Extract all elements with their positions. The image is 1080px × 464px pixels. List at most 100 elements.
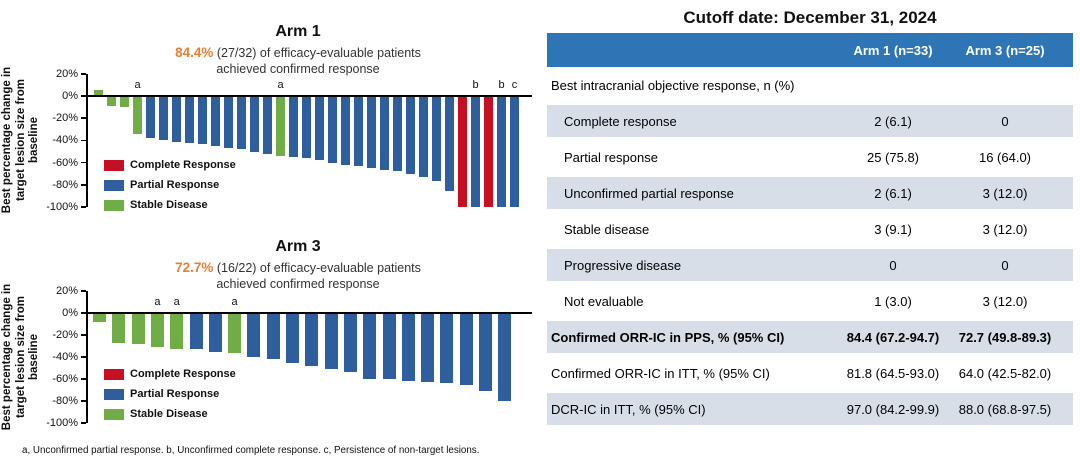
response-rate-highlight: 84.4% xyxy=(175,45,214,60)
waterfall-bar xyxy=(315,96,324,161)
waterfall-bar xyxy=(363,313,377,379)
waterfall-bar xyxy=(354,96,363,166)
waterfall-bar xyxy=(107,96,116,106)
bar-annotation-a: a xyxy=(277,79,284,91)
bar-annotation-a: a xyxy=(154,296,161,308)
waterfall-bar xyxy=(479,313,492,392)
waterfall-bar xyxy=(328,96,337,163)
waterfall-bar xyxy=(459,313,473,385)
waterfall-bar xyxy=(497,96,506,207)
row-label: Confirmed ORR-IC in ITT, % (95% CI) xyxy=(551,365,770,381)
waterfall-bar xyxy=(112,313,126,343)
y-tick-label: -20% xyxy=(52,329,78,341)
y-tick-label: 0% xyxy=(62,307,78,319)
y-tick-mark xyxy=(81,206,86,208)
y-tick-mark xyxy=(81,117,86,119)
table-row: Stable disease 3 (9.1) 3 (12.0) xyxy=(547,211,1073,247)
waterfall-bar xyxy=(343,313,357,373)
waterfall-bar xyxy=(458,96,467,207)
waterfall-bar xyxy=(93,313,106,322)
row-label: Partial response xyxy=(564,149,658,165)
y-tick-label: -80% xyxy=(52,395,78,407)
footnote: a, Unconfirmed partial response. b, Unco… xyxy=(22,445,480,456)
y-tick-label: -80% xyxy=(52,178,78,191)
row-value-arm1: 84.4 (67.2-94.7) xyxy=(846,329,940,345)
row-value-arm3: 0 xyxy=(1001,257,1009,273)
results-table: Arm 1 (n=33) Arm 3 (n=25) Best intracrania… xyxy=(547,33,1073,427)
legend-swatch-pr xyxy=(104,389,124,400)
row-value-arm1: 0 xyxy=(889,257,897,273)
waterfall-bar xyxy=(266,313,280,360)
table-row: Best intracranial objective response, n … xyxy=(547,67,1073,103)
waterfall-bar xyxy=(498,313,512,401)
row-label: Stable disease xyxy=(564,221,650,237)
y-tick-label: -100% xyxy=(46,417,78,429)
y-tick-mark xyxy=(81,95,86,97)
table-row: Unconfirmed partial response 2 (6.1) 3 (12… xyxy=(547,175,1073,211)
y-tick-label: 0% xyxy=(62,90,78,102)
legend-swatch-sd xyxy=(104,200,124,211)
row-value-arm3: 3 (12.0) xyxy=(982,185,1028,201)
waterfall-bar xyxy=(146,96,155,139)
chart-subtitle-line2: achieved confirmed response xyxy=(216,277,380,291)
waterfall-bar xyxy=(247,313,261,357)
waterfall-bar xyxy=(286,313,299,363)
zero-baseline xyxy=(88,95,532,97)
table-row: DCR-IC in ITT, % (95% CI) 97.0 (84.2-99.9… xyxy=(547,391,1073,427)
waterfall-bar xyxy=(150,313,164,348)
y-tick-mark xyxy=(81,422,86,424)
waterfall-bar xyxy=(382,313,396,379)
chart-arm-3: Arm 3 72.7% (16/22) of efficacy-evaluable… xyxy=(1,238,532,431)
bar-annotation-b: b xyxy=(472,79,479,91)
waterfall-bar xyxy=(380,96,389,171)
row-value-arm3: 64.0 (42.5-82.0) xyxy=(958,365,1052,381)
bar-annotation-c: c xyxy=(511,79,518,91)
bar-annotation-a: a xyxy=(134,79,141,91)
table-row: Complete response 2 (6.1) 0 xyxy=(547,103,1073,139)
y-tick-label: -40% xyxy=(52,134,78,147)
chart-subtitle-line2: achieved confirmed response xyxy=(216,62,380,76)
legend-swatch-sd xyxy=(104,409,124,420)
y-tick-label: 20% xyxy=(55,67,78,80)
row-label: Progressive disease xyxy=(564,257,682,273)
legend-label-sd: Stable Disease xyxy=(130,199,208,211)
waterfall-bar xyxy=(198,96,207,144)
waterfall-bar xyxy=(421,313,435,383)
legend-swatch-cr xyxy=(104,369,124,380)
row-value-arm1: 2 (6.1) xyxy=(874,113,912,129)
y-axis-label: Best percentage change in target lesion … xyxy=(1,283,40,431)
waterfall-bar xyxy=(341,96,350,165)
summary-table-panel: Cutoff date: December 31, 2024 Arm 1 (n=… xyxy=(540,0,1080,464)
waterfall-bar xyxy=(94,90,103,96)
waterfall-bar xyxy=(484,96,493,207)
table-header-col-arm1: Arm 1 (n=33) xyxy=(853,42,933,58)
y-tick-mark xyxy=(81,184,86,186)
y-tick-mark xyxy=(81,312,86,314)
waterfall-bar xyxy=(471,96,480,207)
waterfall-bar xyxy=(406,96,415,174)
row-value-arm3: 3 (12.0) xyxy=(982,293,1028,309)
table-row: Confirmed ORR-IC in ITT, % (95% CI) 81.8 … xyxy=(547,355,1073,391)
y-tick-label: -100% xyxy=(46,201,78,213)
zero-baseline xyxy=(88,312,532,314)
table-header-col-arm3: Arm 3 (n=25) xyxy=(965,42,1045,58)
table-row: Partial response 25 (75.8) 16 (64.0) xyxy=(547,139,1073,175)
row-label: Complete response xyxy=(564,113,677,129)
row-value-arm1: 3 (9.1) xyxy=(874,221,912,237)
y-tick-mark xyxy=(81,378,86,380)
waterfall-bar xyxy=(510,96,519,207)
waterfall-bar xyxy=(208,313,222,352)
bar-annotation-a: a xyxy=(173,296,180,308)
y-tick-label: -20% xyxy=(52,112,78,125)
waterfall-bar xyxy=(445,96,454,192)
table-title: Cutoff date: December 31, 2024 xyxy=(683,8,937,27)
legend-label-sd: Stable Disease xyxy=(130,408,208,420)
row-label: Confirmed ORR-IC in PPS, % (95% CI) xyxy=(551,329,785,345)
waterfall-bar xyxy=(211,96,220,146)
row-value-arm3: 72.7 (49.8-89.3) xyxy=(958,329,1052,345)
legend-swatch-pr xyxy=(104,180,124,191)
waterfall-bar xyxy=(133,96,142,134)
y-tick-mark xyxy=(81,356,86,358)
bar-annotation-b: b xyxy=(498,79,505,91)
waterfall-bar xyxy=(237,96,246,150)
